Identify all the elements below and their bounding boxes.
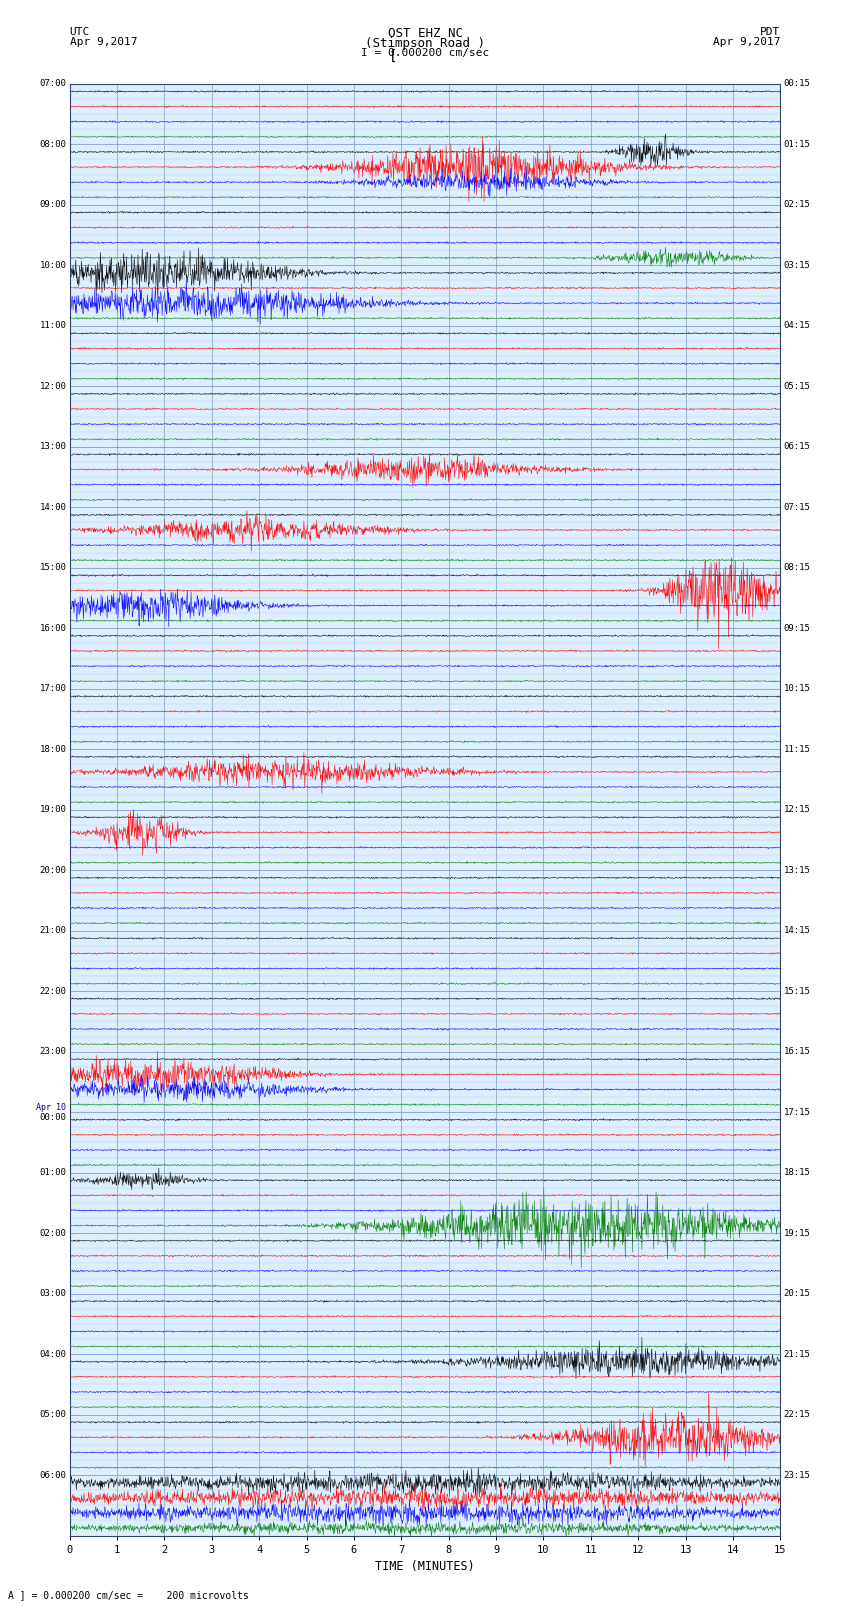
Text: 02:00: 02:00 bbox=[39, 1229, 66, 1237]
Text: 13:15: 13:15 bbox=[784, 866, 811, 874]
Text: UTC: UTC bbox=[70, 27, 90, 37]
Text: 18:15: 18:15 bbox=[784, 1168, 811, 1177]
Text: 23:15: 23:15 bbox=[784, 1471, 811, 1479]
Text: 12:00: 12:00 bbox=[39, 382, 66, 390]
Text: (Stimpson Road ): (Stimpson Road ) bbox=[365, 37, 485, 50]
Text: 16:00: 16:00 bbox=[39, 624, 66, 632]
Text: 14:00: 14:00 bbox=[39, 503, 66, 511]
X-axis label: TIME (MINUTES): TIME (MINUTES) bbox=[375, 1560, 475, 1573]
Text: 06:15: 06:15 bbox=[784, 442, 811, 452]
Text: 05:15: 05:15 bbox=[784, 382, 811, 390]
Text: 20:00: 20:00 bbox=[39, 866, 66, 874]
Text: 00:15: 00:15 bbox=[784, 79, 811, 89]
Text: OST EHZ NC: OST EHZ NC bbox=[388, 27, 462, 40]
Text: 22:15: 22:15 bbox=[784, 1410, 811, 1419]
Text: [: [ bbox=[388, 48, 397, 63]
Text: 13:00: 13:00 bbox=[39, 442, 66, 452]
Text: 03:15: 03:15 bbox=[784, 261, 811, 269]
Text: 18:00: 18:00 bbox=[39, 745, 66, 753]
Text: 11:00: 11:00 bbox=[39, 321, 66, 331]
Text: A ] = 0.000200 cm/sec =    200 microvolts: A ] = 0.000200 cm/sec = 200 microvolts bbox=[8, 1590, 249, 1600]
Text: 11:15: 11:15 bbox=[784, 745, 811, 753]
Text: 15:00: 15:00 bbox=[39, 563, 66, 573]
Text: 09:00: 09:00 bbox=[39, 200, 66, 210]
Text: 15:15: 15:15 bbox=[784, 987, 811, 995]
Text: 07:00: 07:00 bbox=[39, 79, 66, 89]
Text: 05:00: 05:00 bbox=[39, 1410, 66, 1419]
Text: 04:00: 04:00 bbox=[39, 1350, 66, 1358]
Text: 10:15: 10:15 bbox=[784, 684, 811, 694]
Text: 20:15: 20:15 bbox=[784, 1289, 811, 1298]
Text: 21:00: 21:00 bbox=[39, 926, 66, 936]
Text: I = 0.000200 cm/sec: I = 0.000200 cm/sec bbox=[361, 48, 489, 58]
Text: 12:15: 12:15 bbox=[784, 805, 811, 815]
Text: 09:15: 09:15 bbox=[784, 624, 811, 632]
Text: 06:00: 06:00 bbox=[39, 1471, 66, 1479]
Text: 22:00: 22:00 bbox=[39, 987, 66, 995]
Text: 00:00: 00:00 bbox=[39, 1113, 66, 1121]
Text: Apr 10: Apr 10 bbox=[37, 1103, 66, 1111]
Text: 01:15: 01:15 bbox=[784, 140, 811, 148]
Text: 17:15: 17:15 bbox=[784, 1108, 811, 1116]
Text: PDT: PDT bbox=[760, 27, 780, 37]
Text: 21:15: 21:15 bbox=[784, 1350, 811, 1358]
Text: 07:15: 07:15 bbox=[784, 503, 811, 511]
Text: 08:00: 08:00 bbox=[39, 140, 66, 148]
Text: 19:15: 19:15 bbox=[784, 1229, 811, 1237]
Text: 03:00: 03:00 bbox=[39, 1289, 66, 1298]
Text: 01:00: 01:00 bbox=[39, 1168, 66, 1177]
Text: Apr 9,2017: Apr 9,2017 bbox=[70, 37, 137, 47]
Text: 16:15: 16:15 bbox=[784, 1047, 811, 1057]
Text: 02:15: 02:15 bbox=[784, 200, 811, 210]
Text: 19:00: 19:00 bbox=[39, 805, 66, 815]
Text: Apr 9,2017: Apr 9,2017 bbox=[713, 37, 780, 47]
Text: 14:15: 14:15 bbox=[784, 926, 811, 936]
Text: 04:15: 04:15 bbox=[784, 321, 811, 331]
Text: 17:00: 17:00 bbox=[39, 684, 66, 694]
Text: 10:00: 10:00 bbox=[39, 261, 66, 269]
Text: 23:00: 23:00 bbox=[39, 1047, 66, 1057]
Text: 08:15: 08:15 bbox=[784, 563, 811, 573]
